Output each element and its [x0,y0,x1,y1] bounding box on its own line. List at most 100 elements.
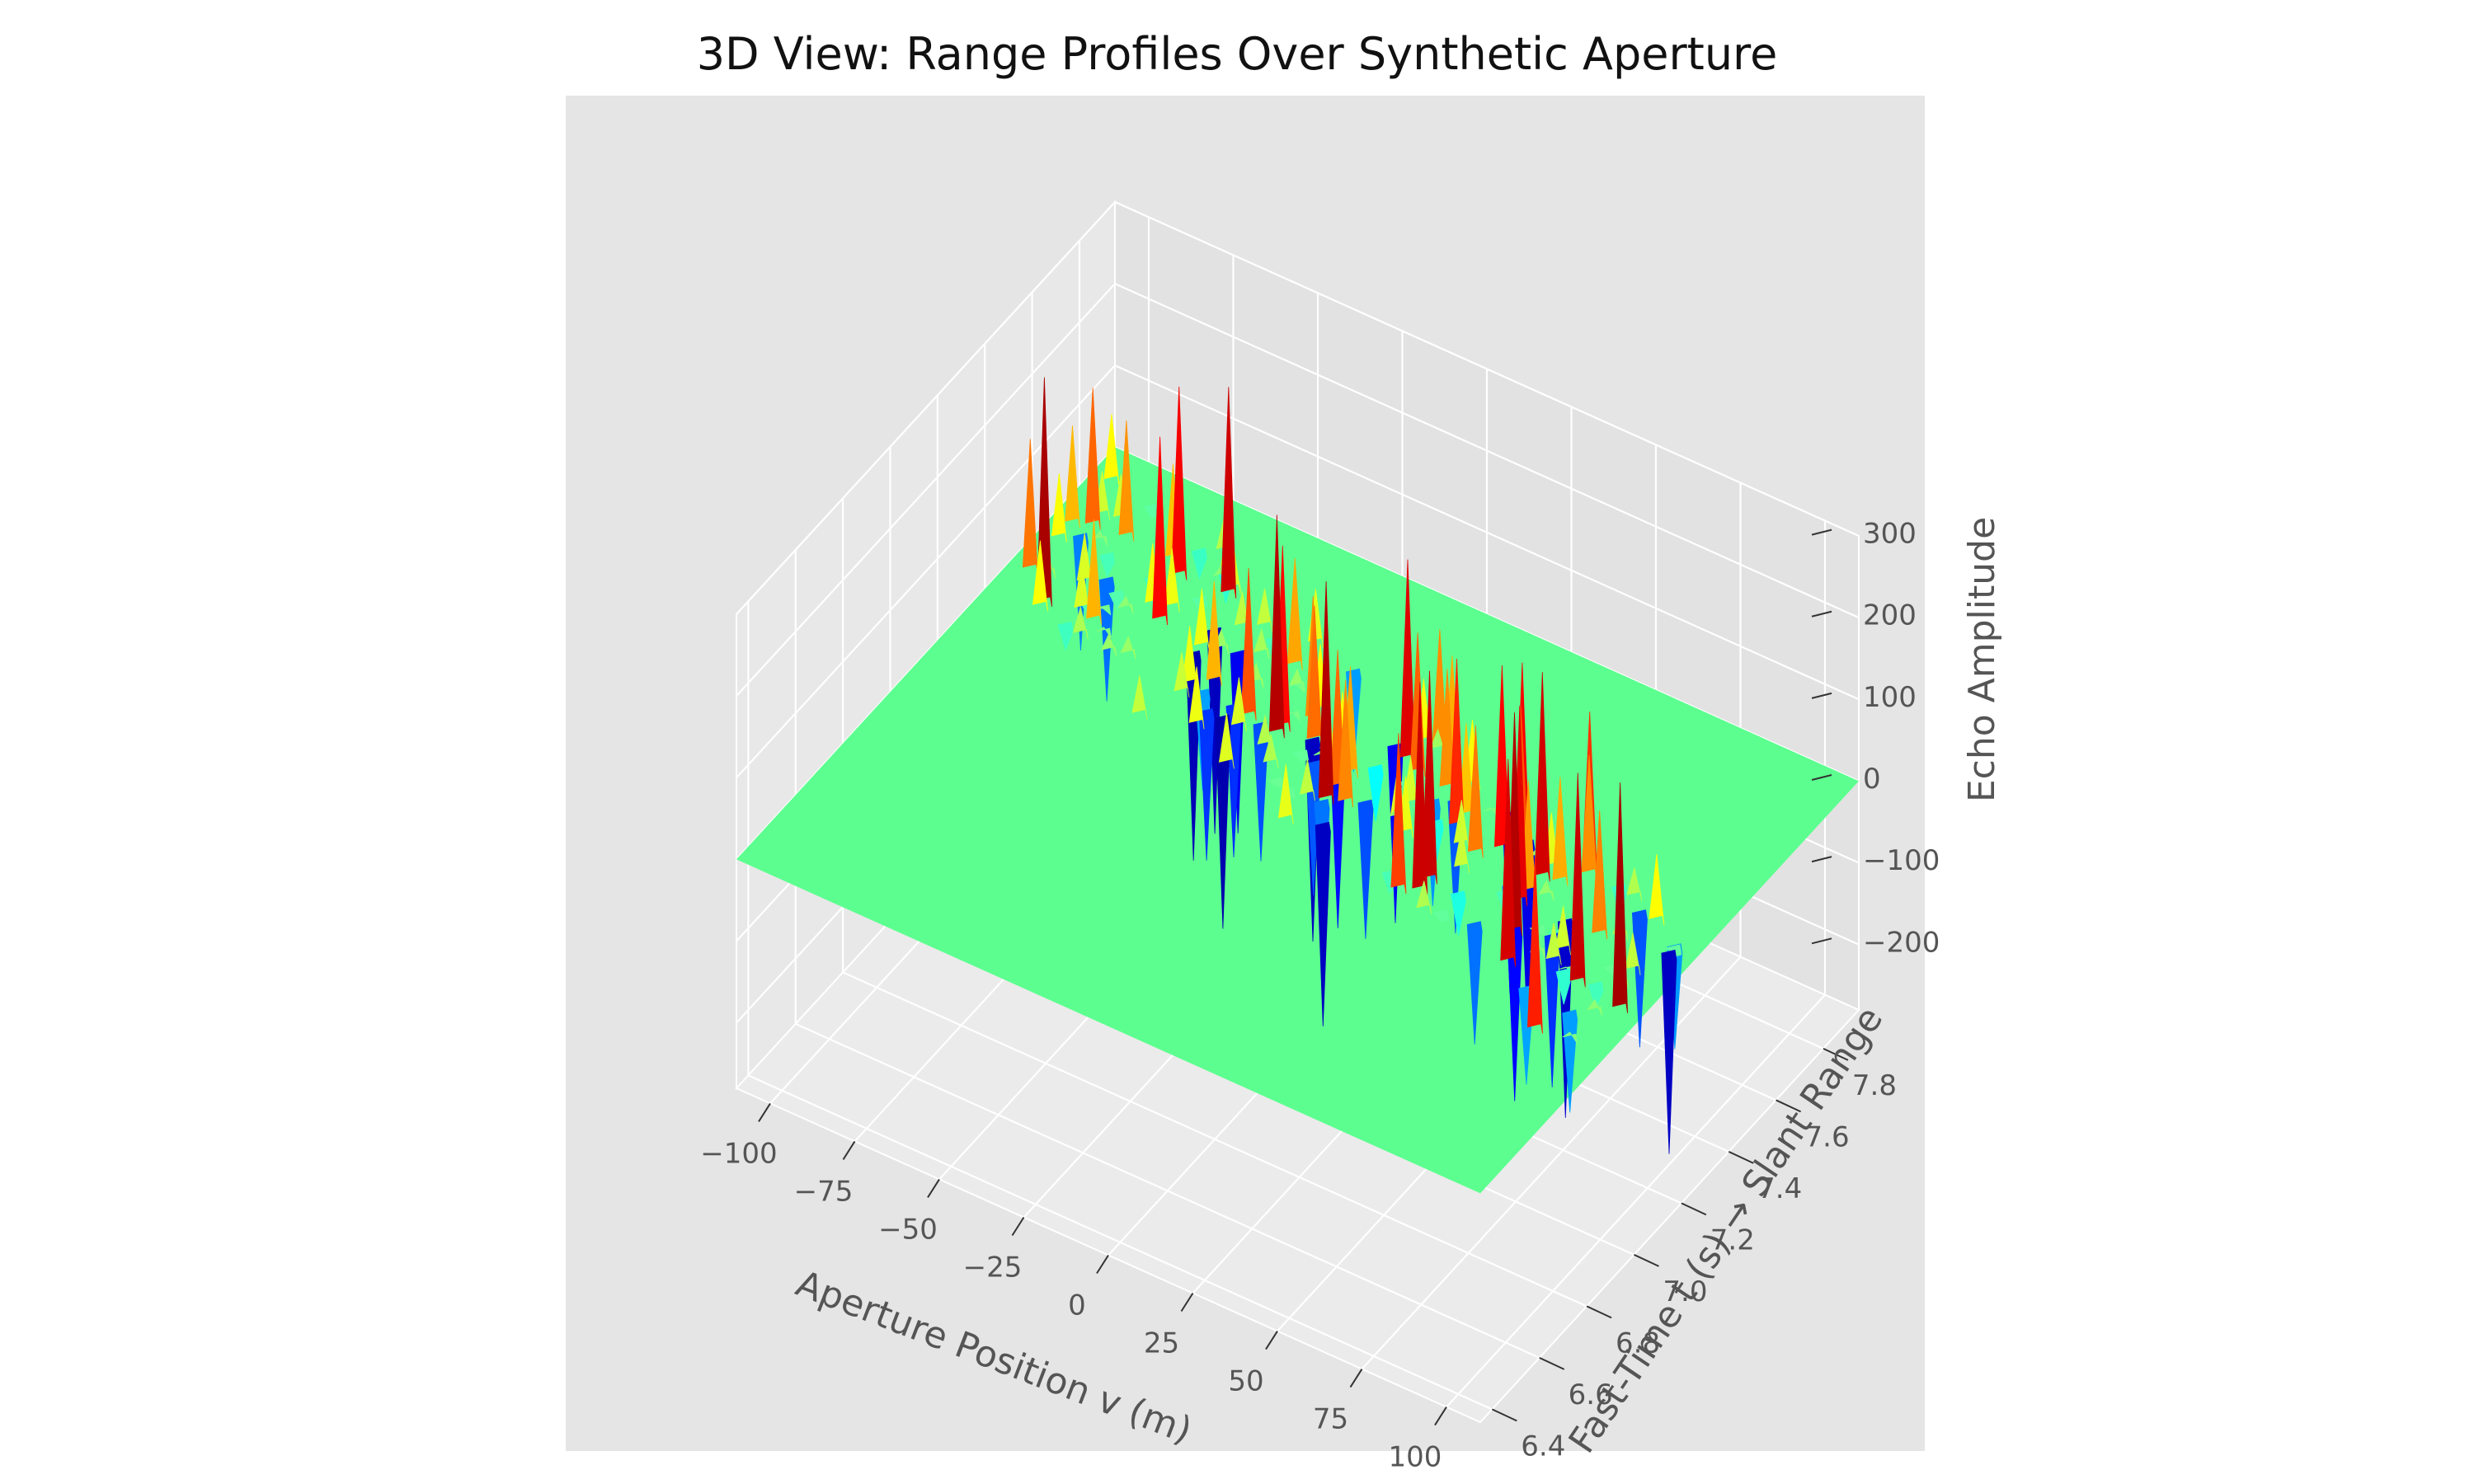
surface-spike [1299,759,1315,801]
x-tick-label: −100 [700,1137,777,1170]
surface-spike [1631,909,1648,1048]
y-tick-label: 7.0 [1663,1275,1707,1308]
surface-spike [1072,605,1089,640]
x-tick-mark [1096,1254,1109,1275]
surface-spike [1221,387,1237,599]
surface-spike [1171,386,1188,580]
surface-spike [1315,821,1331,1026]
y-tick-mark [1586,1305,1612,1319]
surface-spike [1285,711,1300,722]
surface-spike [1240,567,1257,721]
surface-spike [1065,425,1080,528]
y-tick-label: 6.4 [1521,1430,1565,1463]
surface-spike [1500,758,1517,967]
surface-spike [1198,708,1215,861]
surface-spike [1100,632,1117,657]
y-tick-mark [1776,1099,1802,1113]
z-tick-mark [1811,692,1832,699]
surface-spike [1552,777,1569,886]
z-tick-mark [1811,937,1832,945]
surface-spike [1191,547,1207,580]
y-tick-label: 7.2 [1710,1223,1755,1256]
grid-line [736,364,1116,779]
z-tick-label: −100 [1863,844,1940,877]
surface-spike [1188,666,1205,730]
surface-spike [1367,764,1384,822]
grid-line [736,283,1116,697]
y-tick-label: 7.8 [1852,1069,1897,1102]
y-tick-mark [1728,1150,1754,1164]
x-tick-label: 0 [1068,1289,1086,1322]
surface-spike [1218,712,1235,769]
surface-spike [1545,923,1562,965]
surface-spike [1526,857,1543,1034]
surface-spike [1268,514,1285,739]
z-tick-label: 200 [1863,599,1917,632]
surface-spike [1450,890,1466,936]
surface-spike [1086,519,1102,625]
surface-spike [1174,652,1190,697]
surface-spike [1625,932,1641,975]
surface-spike [1213,628,1230,655]
surface-spike [1569,773,1586,988]
surface-spike [1253,627,1270,659]
surface-spike [1534,672,1550,882]
surface-spike [1587,998,1603,1017]
grid-line [842,971,1587,1308]
surface-spike [1131,675,1148,720]
surface-spike [1257,588,1273,632]
z-tick-label: 100 [1863,681,1917,714]
surface-spike [1467,725,1484,858]
surface-spike [1206,580,1222,687]
surface-spike [1555,905,1571,956]
y-tick-mark [1539,1356,1565,1370]
x-tick-mark [1265,1331,1278,1350]
surface-spike [1230,677,1247,731]
surface-spike [1289,668,1305,693]
surface-spike [1286,557,1303,671]
grid-line [736,201,1116,615]
x-tick-label: 50 [1228,1365,1263,1398]
surface-spike [1032,540,1048,612]
chart-title: 3D View: Range Profiles Over Synthetic A… [696,28,1778,80]
surface-spike [1263,734,1279,769]
surface-spike [1587,981,1604,1010]
grid-line [1114,200,1860,538]
surface-spike [1592,810,1608,940]
surface-spike [1454,827,1470,874]
grid-line [795,1022,1540,1359]
grid-line [1114,283,1860,619]
grid-line [1361,956,1742,1370]
surface-spike [1118,420,1135,542]
y-tick-label: 7.6 [1805,1120,1850,1153]
surface-spike [1098,552,1116,579]
surface-spike [1164,547,1180,613]
y-tick-label: 6.6 [1569,1378,1613,1411]
x-tick-mark [1434,1407,1447,1426]
z-tick-mark [1811,528,1832,536]
z-axis-label: Echo Amplitude [1961,517,2003,802]
surface-spike [1215,714,1231,929]
z-tick-mark [1811,856,1832,863]
surface-spike [1289,682,1305,694]
surface-spike [1051,472,1067,542]
y-tick-mark [1681,1202,1707,1216]
z-tick-mark [1811,610,1832,618]
x-tick-label: −75 [794,1175,854,1208]
grid-line [1114,364,1860,701]
surface-spike [1292,749,1309,762]
grid-line [1446,993,1826,1408]
z-tick-mark [1811,774,1832,781]
x-tick-label: 100 [1389,1441,1442,1474]
surface-spike [1432,909,1449,923]
x-tick-label: −50 [878,1213,938,1246]
surface-spike [1466,921,1483,1045]
echo-surface [736,377,1859,1194]
surface-spike [1057,621,1074,651]
y-tick-mark [1634,1253,1659,1267]
surface-baseline-plane [736,447,1859,1194]
surface-spike [1357,799,1374,940]
surface-spike [1612,782,1628,1013]
x-tick-label: 75 [1313,1403,1348,1436]
